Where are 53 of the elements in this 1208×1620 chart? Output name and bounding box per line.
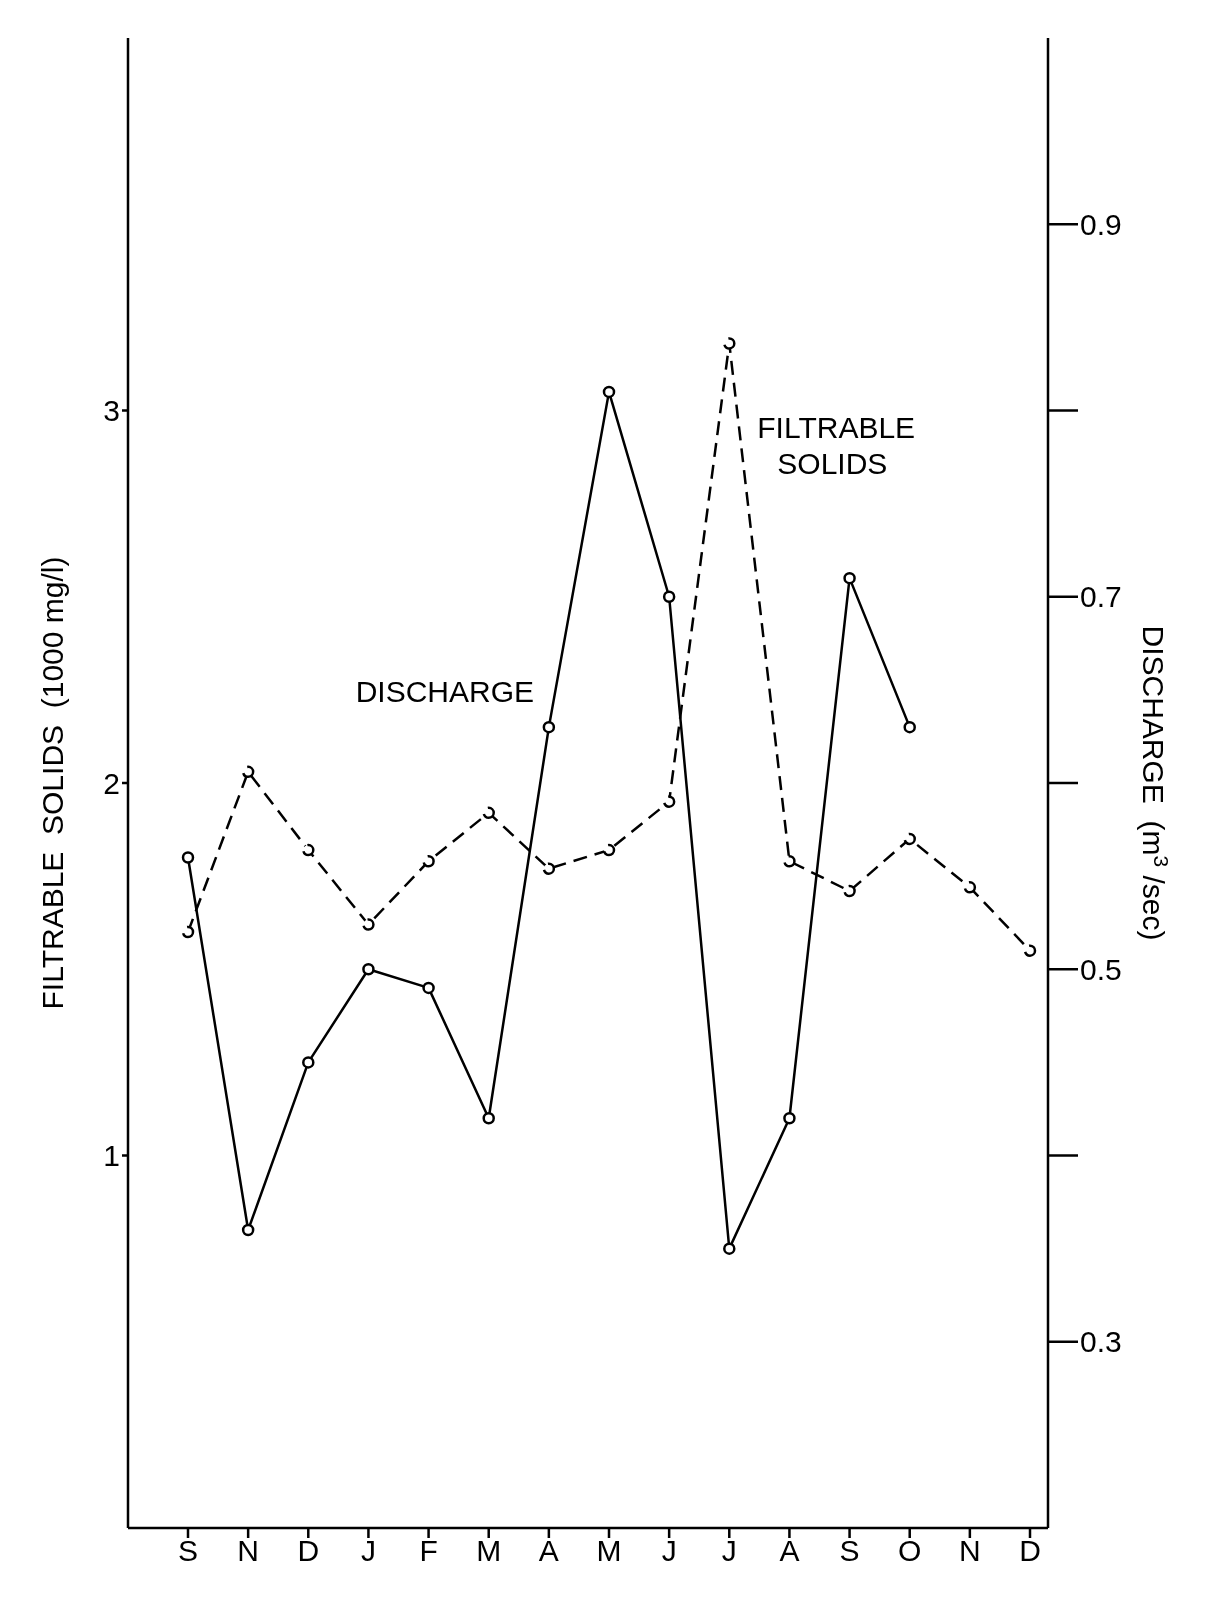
series-label: FILTRABLE SOLIDS xyxy=(757,411,916,481)
y-tick-label: 1 xyxy=(103,1139,120,1173)
point xyxy=(422,854,435,868)
point xyxy=(843,884,856,898)
point xyxy=(422,981,435,995)
x-tick-label: F xyxy=(419,1534,438,1568)
x-tick-label: N xyxy=(959,1534,981,1568)
y-tick-label: 2 xyxy=(103,766,120,800)
y2-tick-label: 0.3 xyxy=(1080,1325,1122,1359)
point xyxy=(482,1112,495,1125)
y2-tick-label: 0.9 xyxy=(1080,207,1122,241)
point xyxy=(602,385,616,399)
point xyxy=(302,1056,315,1069)
x-tick-label: M xyxy=(476,1534,502,1568)
point xyxy=(362,963,375,976)
x-tick-label: J xyxy=(360,1534,376,1568)
x-tick-label: N xyxy=(237,1534,259,1568)
y-tick-label: 3 xyxy=(103,394,120,428)
point xyxy=(362,918,375,931)
x-tick-label: S xyxy=(839,1534,860,1568)
point xyxy=(783,1112,796,1125)
x-tick-label: S xyxy=(177,1534,199,1568)
point xyxy=(723,1242,736,1255)
point xyxy=(903,832,916,846)
point xyxy=(542,862,556,875)
x-tick-label: A xyxy=(538,1534,559,1568)
x-tick-label: J xyxy=(661,1534,677,1568)
point xyxy=(602,843,616,857)
point xyxy=(241,765,255,779)
x-tick-label: D xyxy=(297,1534,320,1568)
point xyxy=(482,806,495,820)
y-axis-title: FILTRABLE SOLIDS (1000 mg/l) xyxy=(36,556,69,1010)
point xyxy=(542,720,556,734)
x-tick-label: O xyxy=(898,1534,922,1568)
point xyxy=(843,571,856,585)
point xyxy=(963,881,977,894)
x-tick-label: A xyxy=(779,1534,800,1568)
series-label: DISCHARGE xyxy=(355,674,534,708)
x-tick-label: M xyxy=(596,1534,622,1568)
point xyxy=(1023,944,1037,957)
point xyxy=(181,851,195,864)
point xyxy=(903,720,916,734)
y2-tick-label: 0.7 xyxy=(1080,580,1122,614)
point xyxy=(302,843,315,857)
point xyxy=(241,1223,255,1237)
point xyxy=(662,795,676,808)
y2-tick-label: 0.5 xyxy=(1080,952,1122,986)
point xyxy=(662,590,676,603)
point xyxy=(723,337,736,350)
x-tick-label: D xyxy=(1019,1534,1041,1568)
point xyxy=(181,925,195,939)
point xyxy=(783,854,796,868)
x-tick-label: J xyxy=(721,1534,737,1568)
